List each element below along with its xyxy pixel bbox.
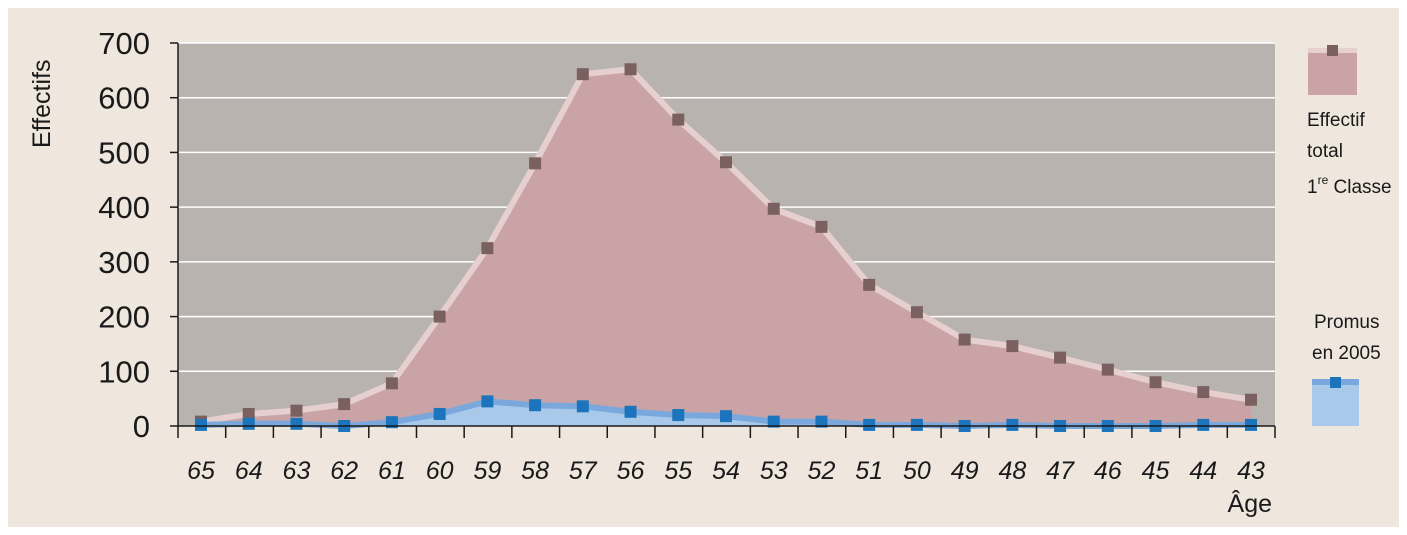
y-tick-label-100: 100: [98, 354, 150, 389]
series-0-point-52: [815, 220, 828, 233]
x-tick-label-62: 62: [330, 457, 358, 485]
series-0-point-63: [290, 404, 303, 417]
series-1-point-53: [767, 415, 780, 428]
series-1-point-58: [529, 399, 542, 412]
series-0-point-61: [385, 377, 398, 390]
series-0-point-50: [910, 306, 923, 319]
series-0-point-49: [958, 333, 971, 346]
y-axis-label: Effectifs: [28, 60, 56, 148]
series-0-point-56: [624, 63, 637, 76]
series-0-point-43: [1245, 393, 1257, 406]
series-1-point-43: [1245, 418, 1257, 431]
y-tick-label-0: 0: [133, 409, 150, 444]
x-tick-labels: 65 64 63 62 61 60 59 58 57 56 55 54 53 52 51 50 49 48 47 46…: [187, 457, 1265, 485]
legend-total-marker: [1327, 45, 1338, 56]
x-tick-label-56: 56: [617, 457, 645, 485]
x-tick-label-47: 47: [1046, 457, 1075, 485]
series-1-point-57: [576, 400, 589, 413]
series-0-point-45: [1149, 376, 1162, 389]
x-tick-label-64: 64: [235, 457, 263, 485]
x-axis-label: Âge: [1228, 489, 1272, 518]
series-0-point-51: [863, 278, 876, 291]
axes: [170, 42, 1276, 438]
y-tick-labels: 0 100 200 300 400 500 600 700: [98, 26, 150, 444]
legend-promus-label-2: en 2005: [1312, 343, 1381, 364]
x-tick-label-43: 43: [1237, 457, 1265, 485]
legend-total-label-2: total: [1307, 141, 1343, 162]
chart-frame: 0 100 200 300 400 500 600 700 65 64 63 62 61 60 59 58 5…: [8, 8, 1399, 527]
x-tick-label-57: 57: [569, 457, 598, 485]
y-tick-label-700: 700: [98, 26, 150, 61]
series-1-point-61: [385, 416, 398, 429]
x-tick-label-44: 44: [1189, 457, 1217, 485]
x-tick-label-50: 50: [903, 457, 931, 485]
series-1-point-59: [481, 395, 494, 408]
legend-total-label-3: 1re Classe: [1307, 173, 1392, 198]
series-1-point-54: [720, 410, 732, 423]
series-1-area: [201, 401, 1251, 426]
y-tick-label-300: 300: [98, 245, 150, 280]
legend-total-label-1: Effectif: [1307, 110, 1365, 131]
x-tick-label-58: 58: [521, 457, 549, 485]
series-1-point-52: [815, 415, 828, 428]
x-tick-label-53: 53: [760, 457, 788, 485]
x-tick-label-59: 59: [473, 457, 501, 485]
area-chart: 0 100 200 300 400 500 600 700 65 64 63 62 61 60 59 58 5…: [28, 26, 1392, 518]
legend-promus-label-1: Promus: [1314, 312, 1379, 333]
series-0-point-48: [1006, 340, 1019, 353]
legend-promus: Promus en 2005: [1312, 312, 1381, 426]
series-0-point-64: [242, 407, 255, 420]
x-tick-label-54: 54: [712, 457, 740, 485]
series-0-point-46: [1101, 363, 1114, 376]
series-0-point-55: [672, 113, 685, 126]
series-areas: [201, 69, 1251, 427]
series-0-point-62: [338, 398, 351, 411]
legend-total-num: 1: [1307, 177, 1318, 198]
series-0-point-59: [481, 242, 494, 255]
y-tick-label-600: 600: [98, 81, 150, 116]
series-1-point-51: [863, 418, 876, 431]
series-markers: [195, 63, 1257, 432]
series-0-point-54: [720, 156, 732, 169]
legend-total-rest: Classe: [1328, 177, 1391, 198]
y-tick-label-400: 400: [98, 190, 150, 225]
x-tick-label-63: 63: [283, 457, 311, 485]
y-tick-label-500: 500: [98, 135, 150, 170]
series-1-point-55: [672, 409, 685, 422]
x-tick-label-52: 52: [808, 457, 836, 485]
series-1-point-44: [1197, 418, 1210, 431]
series-1-point-56: [624, 405, 637, 418]
series-0-point-53: [767, 202, 780, 215]
x-tick-label-60: 60: [426, 457, 454, 485]
series-1-point-60: [433, 407, 446, 420]
series-1-point-50: [910, 418, 923, 431]
x-tick-label-65: 65: [187, 457, 215, 485]
x-tick-label-45: 45: [1142, 457, 1170, 485]
x-tick-label-48: 48: [998, 457, 1026, 485]
x-tick-label-61: 61: [378, 457, 406, 485]
x-tick-label-51: 51: [855, 457, 883, 485]
legend-total: Effectif total 1re Classe: [1307, 45, 1392, 198]
series-1-point-65: [195, 418, 207, 431]
series-0-point-60: [433, 310, 446, 323]
x-tick-label-46: 46: [1094, 457, 1122, 485]
series-1-point-63: [290, 417, 303, 430]
series-1-point-64: [242, 417, 255, 430]
legend-promus-marker: [1330, 377, 1341, 388]
legend-total-sup: re: [1318, 173, 1329, 187]
series-0-area: [201, 69, 1251, 427]
series-1-point-48: [1006, 418, 1019, 431]
y-tick-label-200: 200: [98, 300, 150, 335]
series-0-point-57: [576, 68, 589, 81]
x-tick-label-49: 49: [951, 457, 979, 485]
series-0-point-58: [529, 157, 542, 170]
series-0-point-47: [1054, 351, 1067, 364]
x-tick-label-55: 55: [664, 457, 692, 485]
series-0-point-44: [1197, 386, 1210, 399]
